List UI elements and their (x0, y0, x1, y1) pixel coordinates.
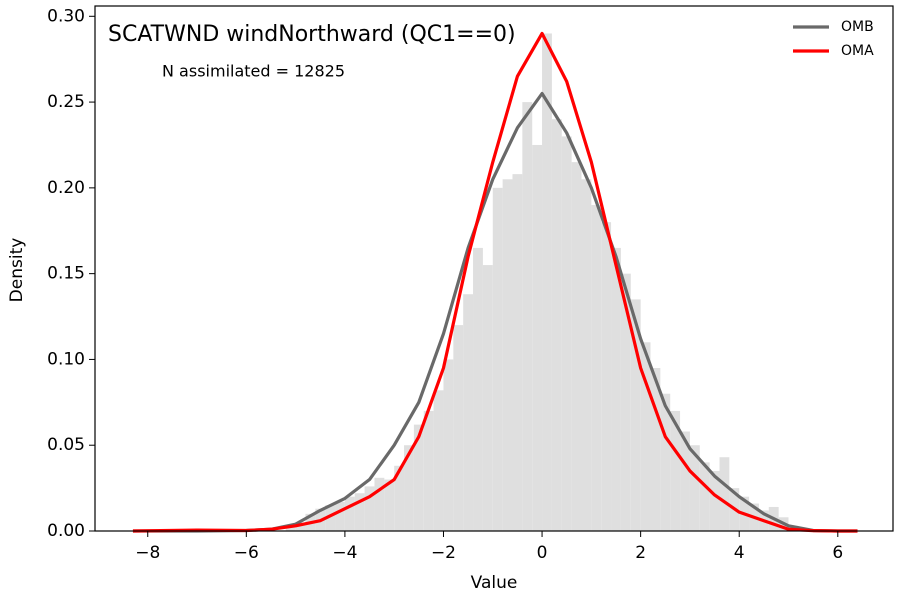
hist-bar (650, 368, 661, 531)
hist-bar (285, 525, 296, 531)
hist-bar (591, 205, 602, 532)
hist-bar (423, 410, 434, 531)
hist-bar (581, 179, 592, 532)
hist-bar (689, 445, 700, 531)
x-tick-label: 6 (832, 543, 843, 563)
hist-bar (364, 486, 375, 531)
y-tick-label: 0.30 (47, 6, 85, 26)
hist-bar (542, 33, 552, 531)
annotation: N assimilated = 12825 (162, 62, 345, 81)
hist-bar (571, 162, 582, 532)
hist-bar (394, 465, 405, 531)
hist-bar (640, 342, 651, 531)
hist-bar (561, 136, 572, 531)
x-tick-label: −8 (135, 543, 160, 563)
hist-bar (453, 325, 464, 531)
hist-bar (492, 187, 503, 532)
hist-bar (522, 102, 533, 531)
density-line (132, 31, 858, 533)
hist-bar (660, 393, 671, 531)
hist-bar (404, 445, 414, 531)
x-tick-label: 4 (734, 543, 745, 563)
hist-bar (443, 359, 454, 531)
hist-bar (512, 174, 523, 531)
x-tick-label: 2 (635, 543, 646, 563)
y-axis-label: Density (7, 238, 27, 303)
y-tick-label: 0.05 (47, 435, 85, 455)
hist-bar (335, 501, 345, 531)
hist-bar (680, 431, 690, 531)
hist-bar (630, 299, 641, 531)
hist-bar (325, 505, 336, 531)
hist-bar (344, 496, 355, 531)
hist-bar (532, 144, 543, 531)
y-tick-label: 0.10 (47, 349, 85, 369)
hist-bar (463, 294, 474, 531)
x-tick-label: −6 (234, 543, 259, 563)
x-tick-label: −2 (431, 543, 456, 563)
x-axis-label: Value (471, 573, 518, 593)
hist-bar (384, 479, 395, 531)
y-tick-label: 0.25 (47, 92, 85, 112)
hist-bar (709, 470, 720, 531)
x-tick-label: 0 (537, 543, 548, 563)
y-tick-label: 0.15 (47, 264, 85, 284)
legend-label: OMA (841, 43, 874, 59)
density-line (132, 91, 858, 533)
hist-bar (719, 457, 730, 531)
hist-bar (482, 265, 493, 531)
legend-label: OMB (841, 19, 874, 35)
hist-bar (354, 493, 365, 531)
hist-bar (699, 462, 710, 531)
x-tick-label: −4 (332, 543, 357, 563)
hist-bar (601, 222, 612, 532)
hist-bar (473, 247, 483, 532)
y-tick-label: 0.00 (47, 521, 85, 541)
plot-frame (94, 5, 894, 532)
y-tick-label: 0.20 (47, 178, 85, 198)
hist-bar (502, 179, 513, 532)
chart-title: SCATWND windNorthward (QC1==0) (108, 22, 516, 47)
hist-bar (670, 410, 681, 531)
hist-bar (433, 390, 444, 531)
hist-bar (413, 424, 424, 531)
hist-bar (611, 247, 621, 532)
hist-bar (551, 119, 562, 531)
hist-bar (374, 477, 385, 531)
hist-bar (295, 522, 306, 531)
hist-bar (620, 273, 631, 531)
